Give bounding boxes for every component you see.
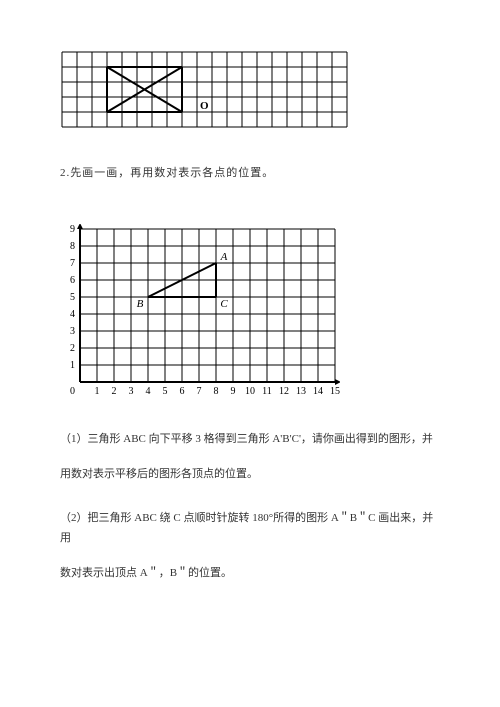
svg-text:B: B xyxy=(137,298,144,310)
svg-text:5: 5 xyxy=(163,386,168,397)
svg-text:O: O xyxy=(200,100,209,112)
svg-text:3: 3 xyxy=(70,326,75,337)
svg-text:14: 14 xyxy=(313,386,323,397)
svg-text:2: 2 xyxy=(70,343,75,354)
grid-figure-1: O xyxy=(60,50,440,134)
svg-text:1: 1 xyxy=(70,360,75,371)
svg-text:2: 2 xyxy=(112,386,117,397)
svg-text:4: 4 xyxy=(70,309,75,320)
grid-1-svg: O xyxy=(60,50,349,134)
subquestion-1: （1）三角形 ABC 向下平移 3 格得到三角形 A'B'C'，请你画出得到的图… xyxy=(60,430,440,485)
subquestion-1-line1: （1）三角形 ABC 向下平移 3 格得到三角形 A'B'C'，请你画出得到的图… xyxy=(60,430,440,450)
svg-text:0: 0 xyxy=(70,386,75,397)
question-2-intro: 2.先画一画，再用数对表示各点的位置。 xyxy=(60,164,440,184)
svg-text:11: 11 xyxy=(262,386,272,397)
svg-text:10: 10 xyxy=(245,386,255,397)
svg-text:8: 8 xyxy=(214,386,219,397)
svg-text:8: 8 xyxy=(70,241,75,252)
svg-text:C: C xyxy=(220,298,228,310)
grid-2-svg: 1234567891011121314151234567890BCA xyxy=(60,224,340,400)
svg-text:9: 9 xyxy=(70,224,75,235)
subquestion-1-line2: 用数对表示平移后的图形各顶点的位置。 xyxy=(60,465,440,485)
svg-text:5: 5 xyxy=(70,292,75,303)
svg-text:7: 7 xyxy=(197,386,202,397)
svg-text:12: 12 xyxy=(279,386,289,397)
svg-text:4: 4 xyxy=(146,386,151,397)
svg-text:9: 9 xyxy=(231,386,236,397)
svg-text:13: 13 xyxy=(296,386,306,397)
svg-text:6: 6 xyxy=(70,275,75,286)
svg-text:1: 1 xyxy=(95,386,100,397)
subquestion-2: （2）把三角形 ABC 绕 C 点顺时针旋转 180°所得的图形 A＂B＂C 画… xyxy=(60,509,440,583)
subquestion-2-line1: （2）把三角形 ABC 绕 C 点顺时针旋转 180°所得的图形 A＂B＂C 画… xyxy=(60,509,440,549)
svg-text:7: 7 xyxy=(70,258,75,269)
svg-text:6: 6 xyxy=(180,386,185,397)
svg-text:3: 3 xyxy=(129,386,134,397)
grid-figure-2: 1234567891011121314151234567890BCA xyxy=(60,224,440,400)
svg-text:A: A xyxy=(220,251,228,263)
svg-text:15: 15 xyxy=(330,386,340,397)
subquestion-2-line2: 数对表示出顶点 A＂，B＂的位置。 xyxy=(60,564,440,584)
